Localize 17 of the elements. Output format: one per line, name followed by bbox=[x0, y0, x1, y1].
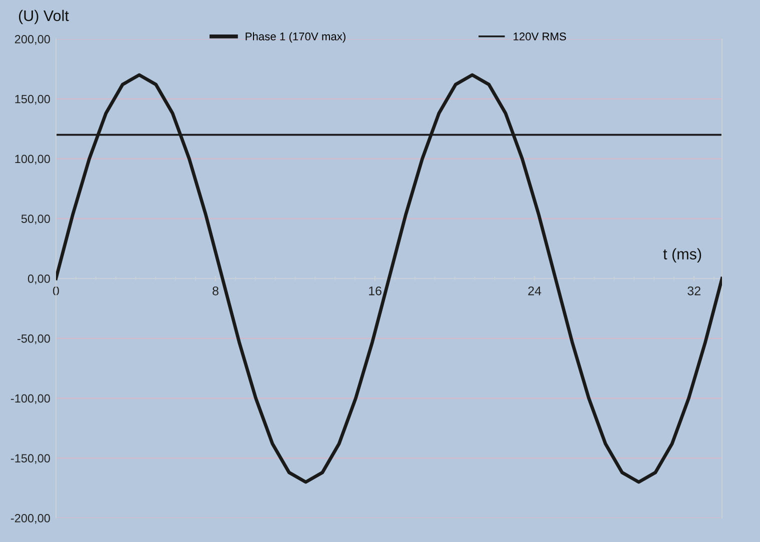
legend-label: Phase 1 (170V max) bbox=[246, 32, 346, 43]
y-tick-label: -100,00 bbox=[10, 394, 50, 404]
x-axis-title: t (ms) bbox=[663, 248, 702, 263]
y-tick-label: 100,00 bbox=[15, 154, 50, 165]
x-tick-label: 8 bbox=[212, 286, 218, 296]
y-tick-label: 200,00 bbox=[14, 35, 50, 45]
x-tick-label: 24 bbox=[528, 286, 542, 296]
y-tick-label: -200,00 bbox=[10, 514, 50, 524]
y-axis-title: (U) Volt bbox=[18, 10, 69, 24]
y-tick-label: -50,00 bbox=[18, 334, 50, 344]
x-tick-label: 16 bbox=[369, 286, 382, 296]
y-tick-label: -150,00 bbox=[10, 454, 50, 464]
y-tick-label: 0,00 bbox=[28, 274, 50, 284]
legend-label: 120V RMS bbox=[514, 32, 566, 40]
y-tick-label: 150,00 bbox=[15, 94, 50, 105]
x-tick-label: 32 bbox=[688, 286, 700, 296]
y-tick-label: 50,00 bbox=[21, 214, 50, 224]
